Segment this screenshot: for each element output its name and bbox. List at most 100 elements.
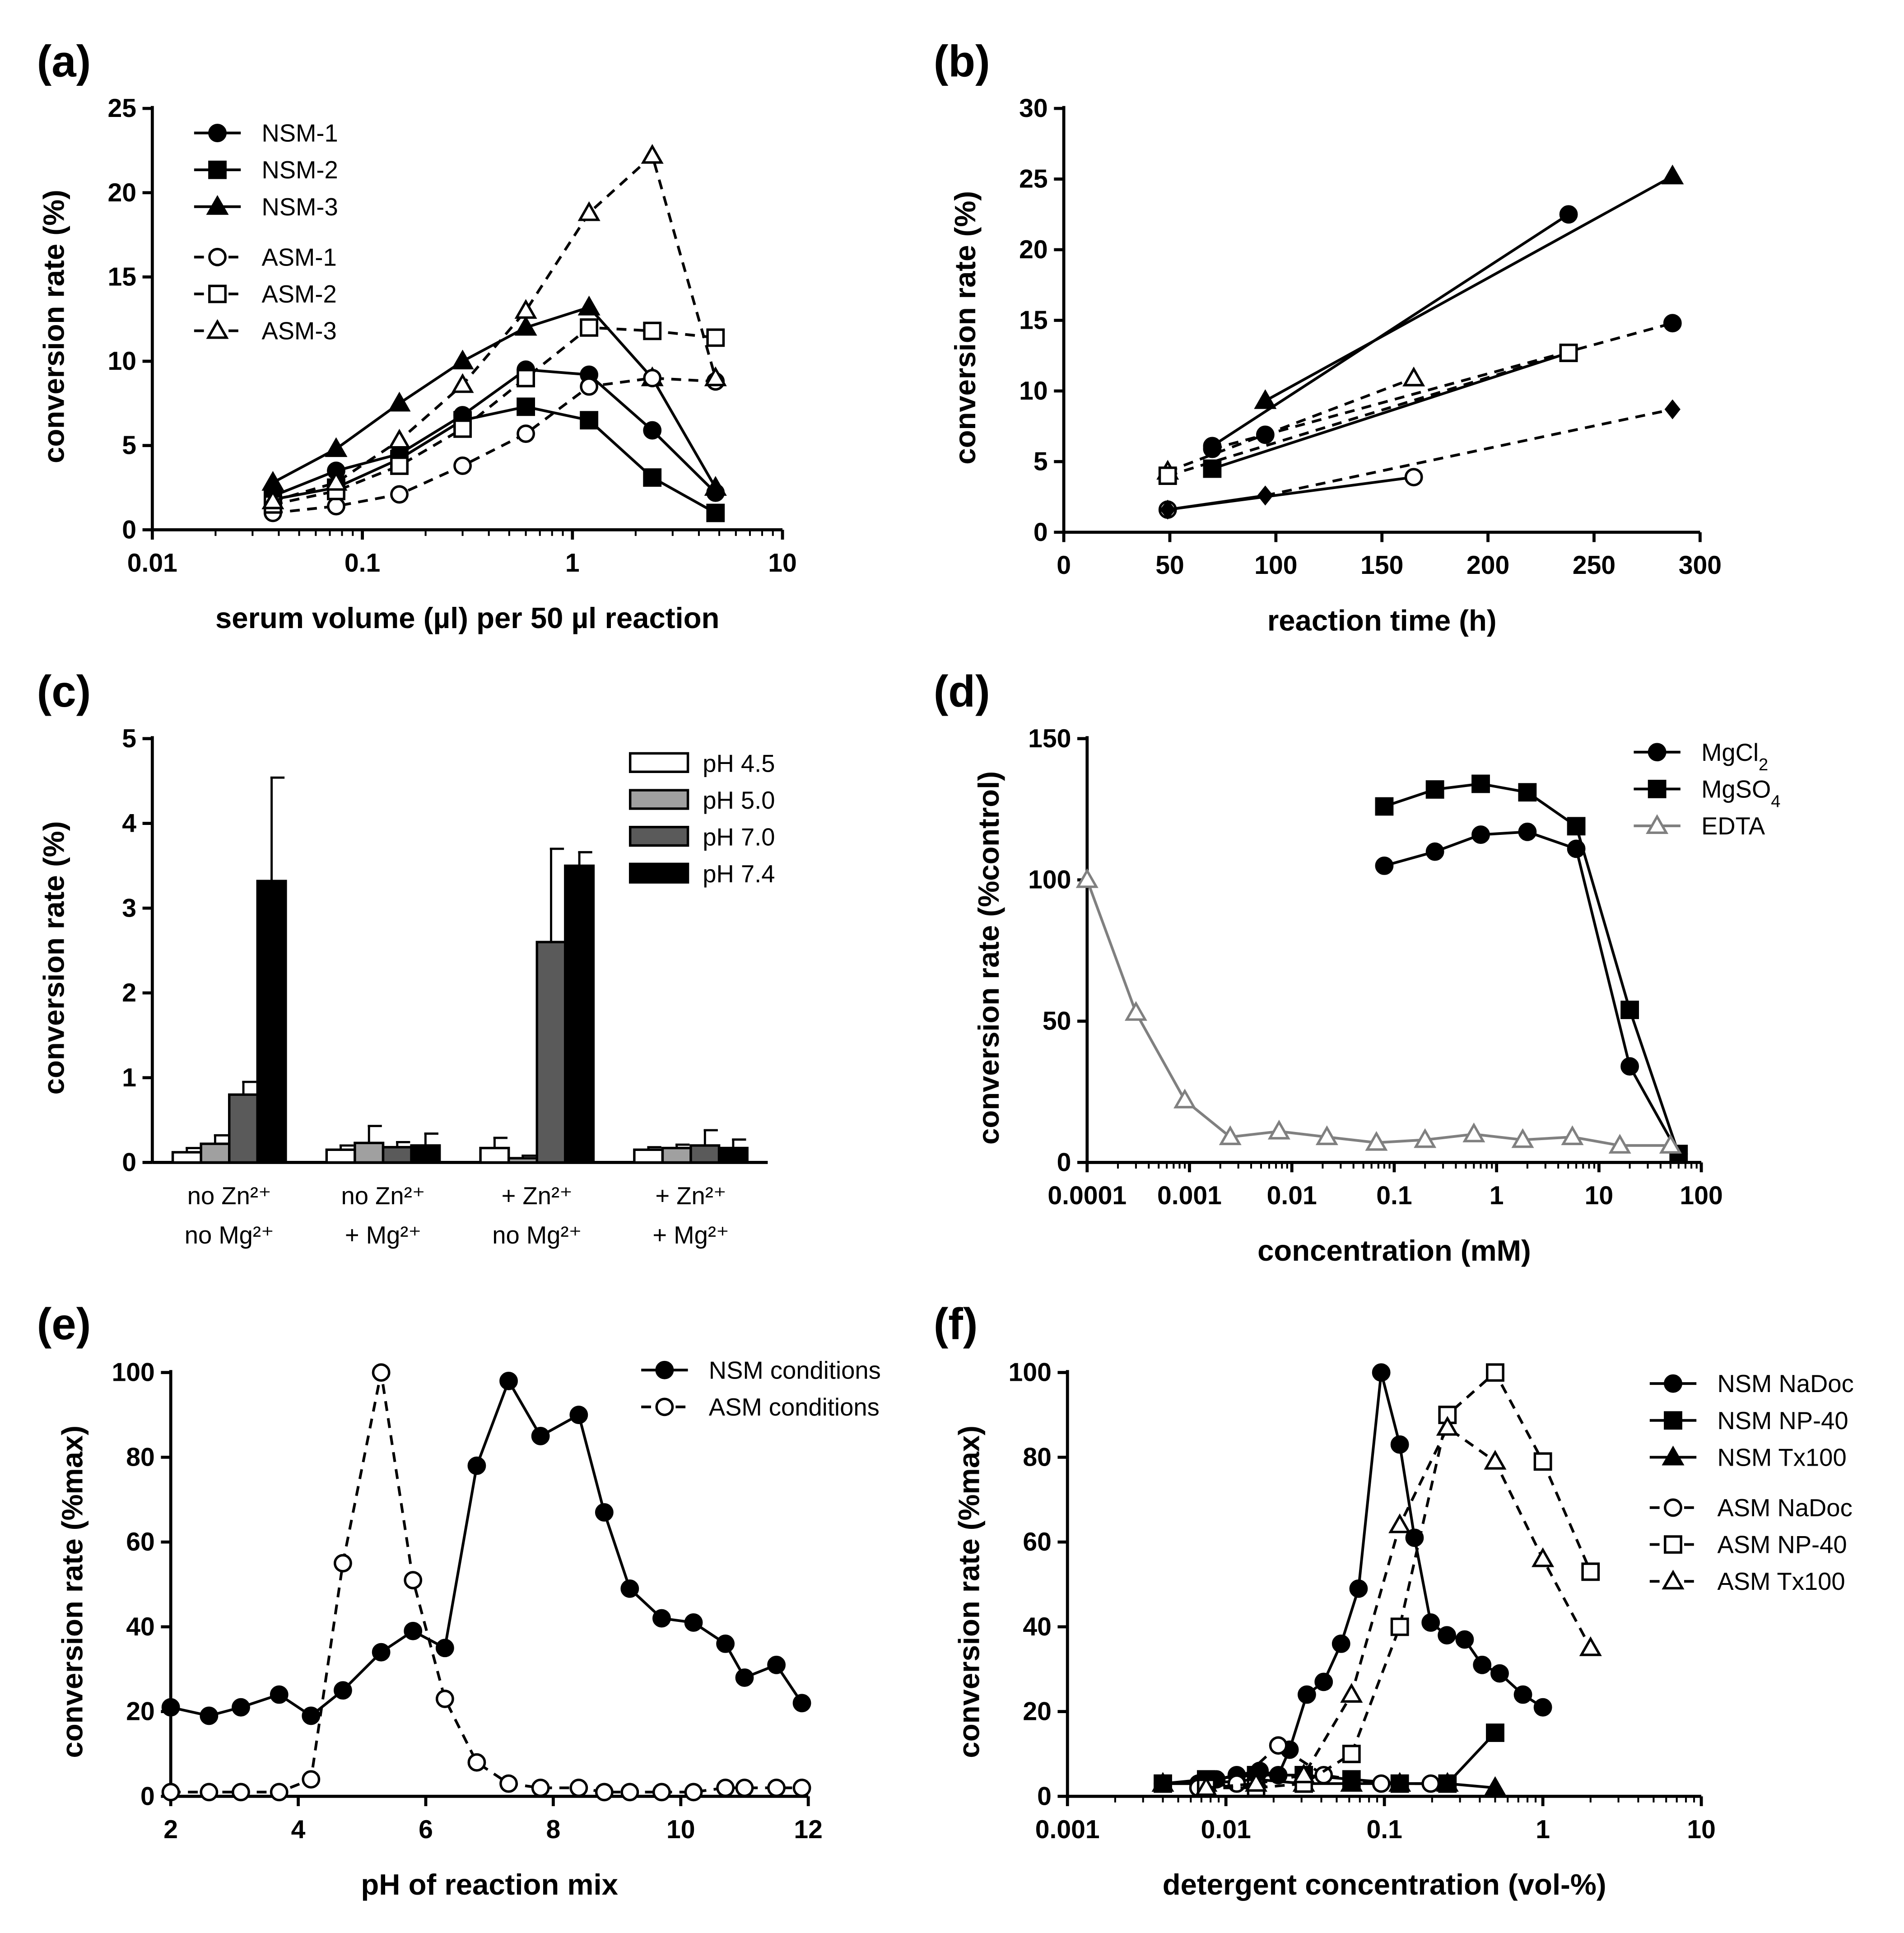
data-point	[1195, 1776, 1218, 1796]
data-point	[620, 1579, 639, 1598]
data-point	[1219, 1125, 1242, 1146]
data-point	[435, 1639, 454, 1658]
data-point	[1173, 1088, 1196, 1109]
legend-label: MgSO4	[1701, 775, 1780, 811]
y-axis-label: conversion rate (%max)	[952, 1425, 985, 1758]
data-point	[531, 1779, 550, 1797]
y-tick-label: 40	[126, 1612, 155, 1641]
legend-label: pH 7.0	[703, 824, 775, 851]
series-line-7	[1167, 494, 1266, 511]
data-point	[161, 1698, 180, 1717]
data-point	[577, 295, 601, 316]
panel-4-series	[161, 1363, 811, 1802]
legend-swatch	[628, 789, 689, 810]
data-point	[704, 366, 727, 387]
data-point	[1559, 343, 1578, 362]
y-tick-label: 2	[122, 978, 136, 1007]
data-point	[1151, 1772, 1174, 1792]
x-tick-label: 0.1	[1376, 1181, 1412, 1210]
data-point	[232, 1698, 250, 1717]
x-tick-label: 12	[794, 1815, 823, 1844]
data-point	[643, 421, 662, 440]
data-point	[334, 1681, 352, 1700]
series-line-2	[1085, 879, 1671, 1147]
data-point	[706, 503, 725, 522]
legend-label: NSM-3	[261, 193, 338, 221]
y-tick-label: 0	[1037, 1782, 1052, 1811]
series-line-0	[1163, 1372, 1544, 1785]
data-point	[1511, 1128, 1534, 1148]
data-point	[1473, 1655, 1492, 1674]
x-tick-label: 4	[291, 1815, 306, 1844]
data-point	[643, 321, 662, 340]
y-axis-label: conversion rate (%)	[37, 821, 70, 1095]
category-label: + Zn²⁺	[502, 1182, 573, 1210]
legend-marker	[1662, 1570, 1685, 1590]
series-line-3	[273, 377, 716, 514]
bar	[228, 1093, 259, 1164]
data-point	[1518, 783, 1537, 802]
series-line-1	[272, 405, 717, 514]
data-point	[1414, 1128, 1437, 1148]
data-point	[1372, 1774, 1391, 1793]
data-point	[270, 1685, 289, 1704]
data-point	[302, 1706, 321, 1725]
data-point	[1608, 1134, 1631, 1154]
category-label: no Mg²⁺	[492, 1221, 582, 1249]
data-point	[327, 497, 345, 516]
legend-marker	[655, 1397, 674, 1416]
x-tick-label: 0.01	[127, 549, 177, 578]
legend-label: ASM-3	[261, 317, 336, 345]
category-label: no Mg²⁺	[185, 1221, 274, 1249]
bar	[633, 1148, 664, 1164]
x-tick-label: 1	[565, 549, 580, 578]
data-point	[1425, 780, 1444, 799]
legend-marker	[208, 124, 227, 142]
legend-marker	[1648, 779, 1667, 798]
data-point	[1404, 468, 1423, 487]
legend-label: NSM NP-40	[1717, 1407, 1848, 1435]
data-point	[1659, 1134, 1682, 1154]
panel-label: (f)	[934, 1299, 978, 1349]
x-axis-label: detergent concentration (vol-%)	[1163, 1868, 1606, 1901]
data-point	[499, 1372, 518, 1390]
data-point	[577, 201, 601, 221]
y-tick-label: 3	[122, 894, 136, 922]
data-point	[1567, 817, 1586, 836]
series-line-4	[1206, 1370, 1592, 1789]
legend-swatch	[628, 825, 689, 847]
x-tick-label: 250	[1573, 551, 1615, 580]
series-line-1	[1264, 175, 1673, 402]
data-point	[1518, 822, 1537, 841]
bar	[325, 1148, 356, 1164]
data-point	[499, 1774, 518, 1793]
series-line-8	[1265, 408, 1673, 497]
y-tick-label: 100	[1028, 866, 1071, 894]
bar	[479, 1146, 510, 1164]
data-point	[1490, 1664, 1509, 1683]
data-point	[1579, 1636, 1602, 1656]
data-point	[706, 328, 725, 347]
y-tick-label: 5	[122, 724, 136, 753]
data-point	[1436, 1416, 1459, 1436]
x-tick-label: 6	[419, 1815, 433, 1844]
data-point	[620, 1783, 639, 1802]
data-point	[1405, 1528, 1424, 1547]
panel-1-series	[1156, 164, 1684, 520]
x-tick-label: 50	[1155, 551, 1184, 580]
legend-label: EDTA	[1701, 812, 1765, 840]
data-point	[161, 1783, 180, 1802]
data-point	[1663, 314, 1682, 333]
bar	[382, 1146, 413, 1164]
x-tick-label: 10	[666, 1815, 695, 1844]
x-axis-label: serum volume (µl) per 50 µl reaction	[215, 601, 719, 634]
data-point	[1581, 1562, 1600, 1581]
y-tick-label: 80	[1023, 1443, 1052, 1472]
bar	[535, 941, 567, 1164]
data-point	[531, 1427, 550, 1445]
data-point	[467, 1753, 486, 1772]
category-label: no Zn²⁺	[187, 1182, 271, 1210]
data-point	[1267, 1119, 1290, 1140]
data-point	[200, 1706, 219, 1725]
data-point	[270, 1783, 289, 1802]
